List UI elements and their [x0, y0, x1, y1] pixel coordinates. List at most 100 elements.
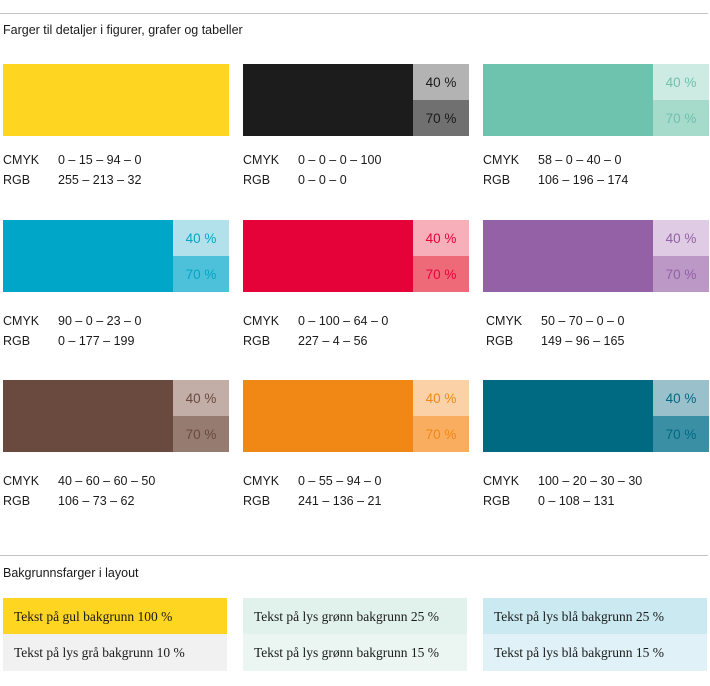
swatch-main-color — [3, 64, 229, 136]
cmyk-row: CMYK 90 – 0 – 23 – 0 — [3, 311, 141, 331]
swatch-main-color — [3, 220, 173, 292]
rgb-label: RGB — [243, 494, 271, 508]
color-swatch: 40 % 70 % — [483, 380, 709, 452]
color-swatch: 40 % 70 % — [483, 64, 709, 136]
top-divider — [0, 13, 708, 14]
swatch-main-color — [243, 64, 413, 136]
cmyk-row: CMYK 58 – 0 – 40 – 0 — [483, 150, 628, 170]
cmyk-value: 0 – 0 – 0 – 100 — [298, 153, 382, 167]
swatch-main-color — [243, 220, 413, 292]
swatch-tint-40: 40 % — [653, 220, 709, 256]
color-swatch: 40 % 70 % — [243, 64, 469, 136]
rgb-label: RGB — [243, 334, 271, 348]
rgb-row: RGB 106 – 196 – 174 — [483, 170, 628, 190]
rgb-label: RGB — [486, 334, 514, 348]
rgb-value: 227 – 4 – 56 — [298, 334, 368, 348]
rgb-value: 106 – 73 – 62 — [58, 494, 135, 508]
cmyk-value: 0 – 55 – 94 – 0 — [298, 474, 382, 488]
background-swatch: Tekst på lys grønn bakgrunn 15 % — [243, 634, 467, 671]
rgb-value: 106 – 196 – 174 — [538, 173, 629, 187]
cmyk-label: CMYK — [486, 314, 523, 328]
cmyk-value: 40 – 60 – 60 – 50 — [58, 474, 156, 488]
cmyk-row: CMYK 100 – 20 – 30 – 30 — [483, 471, 642, 491]
cmyk-label: CMYK — [483, 474, 520, 488]
rgb-label: RGB — [3, 173, 31, 187]
rgb-row: RGB 106 – 73 – 62 — [3, 491, 155, 511]
color-swatch: 40 % 70 % — [243, 380, 469, 452]
cmyk-label: CMYK — [3, 153, 40, 167]
rgb-value: 0 – 0 – 0 — [298, 173, 347, 187]
section-title: Farger til detaljer i figurer, grafer og… — [3, 23, 243, 37]
cmyk-value: 0 – 15 – 94 – 0 — [58, 153, 142, 167]
swatch-main-color — [243, 380, 413, 452]
swatch-tint-70: 70 % — [173, 256, 229, 292]
cmyk-value: 100 – 20 – 30 – 30 — [538, 474, 643, 488]
cmyk-value: 58 – 0 – 40 – 0 — [538, 153, 622, 167]
rgb-row: RGB 241 – 136 – 21 — [243, 491, 381, 511]
cmyk-row: CMYK 0 – 100 – 64 – 0 — [243, 311, 388, 331]
swatch-tint-40: 40 % — [413, 380, 469, 416]
color-spec: CMYK 50 – 70 – 0 – 0 RGB 149 – 96 – 165 — [486, 311, 624, 351]
swatch-tint-40: 40 % — [413, 64, 469, 100]
swatch-tint-40: 40 % — [173, 220, 229, 256]
rgb-value: 241 – 136 – 21 — [298, 494, 382, 508]
background-swatch: Tekst på lys grå bakgrunn 10 % — [3, 634, 227, 671]
rgb-row: RGB 149 – 96 – 165 — [486, 331, 624, 351]
color-swatch: 40 % 70 % — [3, 220, 229, 292]
swatch-tint-70: 70 % — [173, 416, 229, 452]
color-swatch — [3, 64, 229, 136]
color-spec: CMYK 40 – 60 – 60 – 50 RGB 106 – 73 – 62 — [3, 471, 155, 511]
swatch-tint-40: 40 % — [413, 220, 469, 256]
rgb-value: 0 – 177 – 199 — [58, 334, 135, 348]
swatch-tint-70: 70 % — [413, 256, 469, 292]
rgb-label: RGB — [483, 173, 511, 187]
rgb-row: RGB 255 – 213 – 32 — [3, 170, 141, 190]
cmyk-row: CMYK 40 – 60 – 60 – 50 — [3, 471, 155, 491]
cmyk-label: CMYK — [3, 474, 40, 488]
swatch-tint-70: 70 % — [653, 100, 709, 136]
swatch-main-color — [483, 64, 653, 136]
cmyk-row: CMYK 0 – 0 – 0 – 100 — [243, 150, 381, 170]
rgb-label: RGB — [243, 173, 271, 187]
cmyk-label: CMYK — [243, 314, 280, 328]
swatch-tint-40: 40 % — [653, 64, 709, 100]
background-swatch: Tekst på lys blå bakgrunn 25 % — [483, 598, 707, 635]
rgb-row: RGB 0 – 177 – 199 — [3, 331, 141, 351]
color-spec: CMYK 0 – 55 – 94 – 0 RGB 241 – 136 – 21 — [243, 471, 381, 511]
cmyk-label: CMYK — [3, 314, 40, 328]
swatch-tint-40: 40 % — [653, 380, 709, 416]
rgb-label: RGB — [3, 334, 31, 348]
middle-divider — [0, 555, 708, 556]
rgb-row: RGB 0 – 0 – 0 — [243, 170, 381, 190]
cmyk-value: 90 – 0 – 23 – 0 — [58, 314, 142, 328]
cmyk-label: CMYK — [243, 474, 280, 488]
color-spec: CMYK 58 – 0 – 40 – 0 RGB 106 – 196 – 174 — [483, 150, 628, 190]
background-swatch: Tekst på lys blå bakgrunn 15 % — [483, 634, 707, 671]
color-spec: CMYK 90 – 0 – 23 – 0 RGB 0 – 177 – 199 — [3, 311, 141, 351]
rgb-value: 0 – 108 – 131 — [538, 494, 615, 508]
rgb-label: RGB — [3, 494, 31, 508]
color-spec: CMYK 100 – 20 – 30 – 30 RGB 0 – 108 – 131 — [483, 471, 642, 511]
swatch-main-color — [483, 220, 653, 292]
rgb-value: 149 – 96 – 165 — [541, 334, 625, 348]
rgb-row: RGB 0 – 108 – 131 — [483, 491, 642, 511]
color-spec: CMYK 0 – 0 – 0 – 100 RGB 0 – 0 – 0 — [243, 150, 381, 190]
rgb-value: 255 – 213 – 32 — [58, 173, 142, 187]
color-swatch: 40 % 70 % — [3, 380, 229, 452]
color-swatch: 40 % 70 % — [483, 220, 709, 292]
swatch-tint-70: 70 % — [413, 416, 469, 452]
cmyk-row: CMYK 0 – 15 – 94 – 0 — [3, 150, 141, 170]
background-swatch: Tekst på gul bakgrunn 100 % — [3, 598, 227, 635]
swatch-main-color — [483, 380, 653, 452]
cmyk-value: 50 – 70 – 0 – 0 — [541, 314, 625, 328]
background-swatch: Tekst på lys grønn bakgrunn 25 % — [243, 598, 467, 635]
cmyk-row: CMYK 0 – 55 – 94 – 0 — [243, 471, 381, 491]
rgb-row: RGB 227 – 4 – 56 — [243, 331, 388, 351]
swatch-tint-40: 40 % — [173, 380, 229, 416]
color-swatch: 40 % 70 % — [243, 220, 469, 292]
color-spec: CMYK 0 – 15 – 94 – 0 RGB 255 – 213 – 32 — [3, 150, 141, 190]
rgb-label: RGB — [483, 494, 511, 508]
cmyk-label: CMYK — [243, 153, 280, 167]
swatch-main-color — [3, 380, 173, 452]
background-section-title: Bakgrunnsfarger i layout — [3, 566, 139, 580]
